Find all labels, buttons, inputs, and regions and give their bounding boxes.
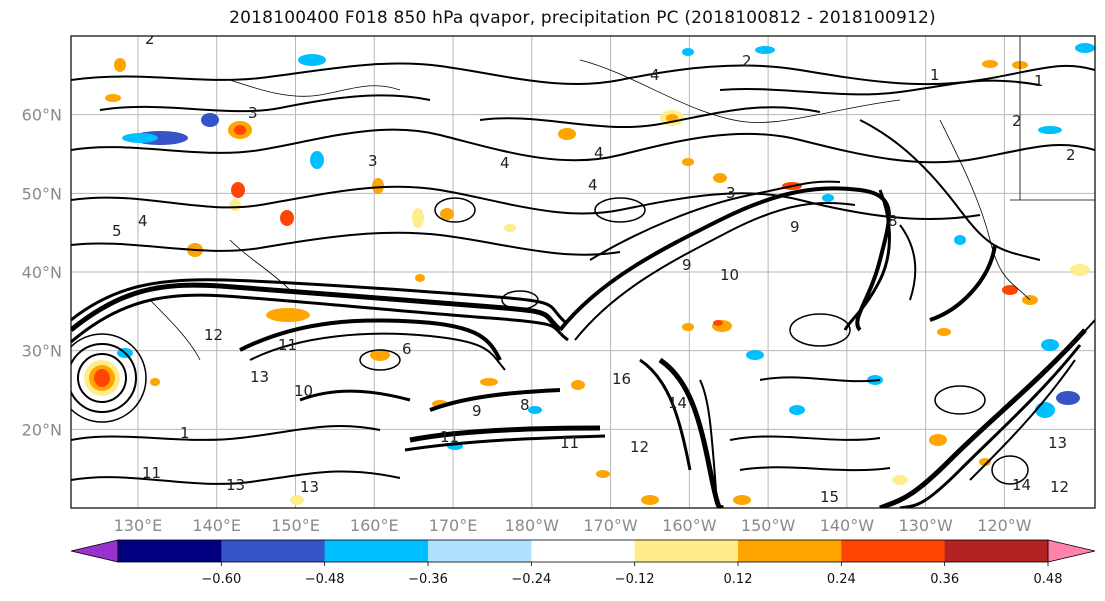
contour-label: 12 (1050, 478, 1069, 496)
colorbar-extend-max (1047, 539, 1096, 563)
latitude-label: 40°N (22, 263, 62, 282)
colorbar-segment (531, 540, 636, 562)
colorbar-tick-label: 0.12 (724, 572, 753, 587)
contour-label: 10 (720, 266, 739, 284)
contour-label: 9 (472, 402, 482, 420)
contour-label: 3 (726, 184, 736, 202)
latitude-label: 20°N (22, 420, 62, 439)
contour-label: 6 (402, 340, 412, 358)
contour-label: 9 (790, 218, 800, 236)
contour-label: 13 (226, 476, 245, 494)
map-title: 2018100400 F018 850 hPa qvapor, precipit… (229, 8, 936, 28)
longitude-label: 180°W (505, 516, 560, 535)
contour-label: 9 (682, 256, 692, 274)
colorbar-extend-min (70, 539, 119, 563)
latitude-label: 50°N (22, 184, 62, 203)
contour-label: 15 (820, 488, 839, 506)
contour-label: 11 (142, 464, 161, 482)
longitude-label: 160°E (350, 516, 399, 535)
colorbar-outline (117, 539, 1049, 563)
contour-label: 4 (138, 212, 148, 230)
contour-label: 13 (1048, 434, 1067, 452)
contour-label: 13 (300, 478, 319, 496)
contour-label: 2 (742, 52, 752, 70)
contour-label: 5 (112, 222, 122, 240)
contour-label: 12 (630, 438, 649, 456)
longitude-label: 170°E (429, 516, 478, 535)
longitude-label: 160°W (662, 516, 717, 535)
latitude-labels: 60°N 50°N 40°N 30°N 20°N (22, 106, 62, 440)
colorbar-segment (634, 540, 739, 562)
longitude-label: 130°W (898, 516, 953, 535)
contour-label: 4 (500, 154, 510, 172)
colorbar: −0.60 −0.48 −0.36 −0.24 −0.12 0.12 0.24 0.36 0.4… (70, 539, 1096, 587)
contour-label: 10 (294, 382, 313, 400)
longitude-label: 140°W (820, 516, 875, 535)
colorbar-tick-label: −0.12 (615, 572, 655, 587)
coastlines (149, 36, 1095, 361)
contour-label: 11 (278, 336, 297, 354)
contour-label: 2 (1012, 112, 1022, 130)
longitude-label: 150°E (271, 516, 320, 535)
plot-area: 2 1 2 3 4 4 4 3 1 2 5 4 4 9 10 9 8 12 11… (70, 30, 1096, 509)
contour-label: 14 (668, 394, 687, 412)
longitude-label: 150°W (741, 516, 796, 535)
contour-label: 8 (520, 396, 530, 414)
colorbar-tick-label: 0.36 (930, 572, 959, 587)
contour-label: 11 (440, 428, 459, 446)
contour-label: 16 (612, 370, 631, 388)
plot-frame (70, 35, 1096, 509)
contour-label: 14 (1012, 476, 1031, 494)
colorbar-tick-label: 0.24 (827, 572, 856, 587)
latitude-label: 60°N (22, 106, 62, 125)
longitude-label: 140°E (192, 516, 241, 535)
longitude-label: 120°W (977, 516, 1032, 535)
colorbar-tick-label: −0.36 (408, 572, 448, 587)
colorbar-segment (944, 540, 1049, 562)
contour-label: 4 (588, 176, 598, 194)
contour-label: 13 (250, 368, 269, 386)
colorbar-tick-label: 0.48 (1034, 572, 1063, 587)
contour-label: 2 (145, 30, 155, 48)
colorbar-tick-label: −0.48 (305, 572, 345, 587)
contour-label: 1 (1034, 72, 1044, 90)
qvapor-contours (71, 62, 1095, 508)
contour-label: 4 (650, 66, 660, 84)
contour-label: 3 (248, 104, 258, 122)
colorbar-segment (841, 540, 946, 562)
contour-label: 1 (180, 424, 190, 442)
longitude-label: 130°E (114, 516, 163, 535)
colorbar-segment (324, 540, 429, 562)
colorbar-segment (118, 540, 222, 562)
colorbar-tick-label: −0.24 (511, 572, 551, 587)
contour-label: 12 (204, 326, 223, 344)
contour-label: 8 (888, 212, 898, 230)
contour-label: 4 (594, 144, 604, 162)
latitude-label: 30°N (22, 342, 62, 361)
colorbar-segment (738, 540, 842, 562)
contour-label: 1 (930, 66, 940, 84)
contour-label: 3 (368, 152, 378, 170)
colorbar-segment (428, 540, 532, 562)
longitude-labels: 130°E 140°E 150°E 160°E 170°E 180°W 170°W 160°W… (114, 516, 1032, 535)
contour-labels: 2 1 2 3 4 4 4 3 1 2 5 4 4 9 10 9 8 12 11… (112, 30, 1076, 506)
contour-label: 11 (560, 434, 579, 452)
colorbar-tick-label: −0.60 (201, 572, 241, 587)
graticule (71, 36, 1095, 508)
longitude-label: 170°W (583, 516, 638, 535)
colorbar-segment (221, 540, 326, 562)
contour-label: 2 (1066, 146, 1076, 164)
